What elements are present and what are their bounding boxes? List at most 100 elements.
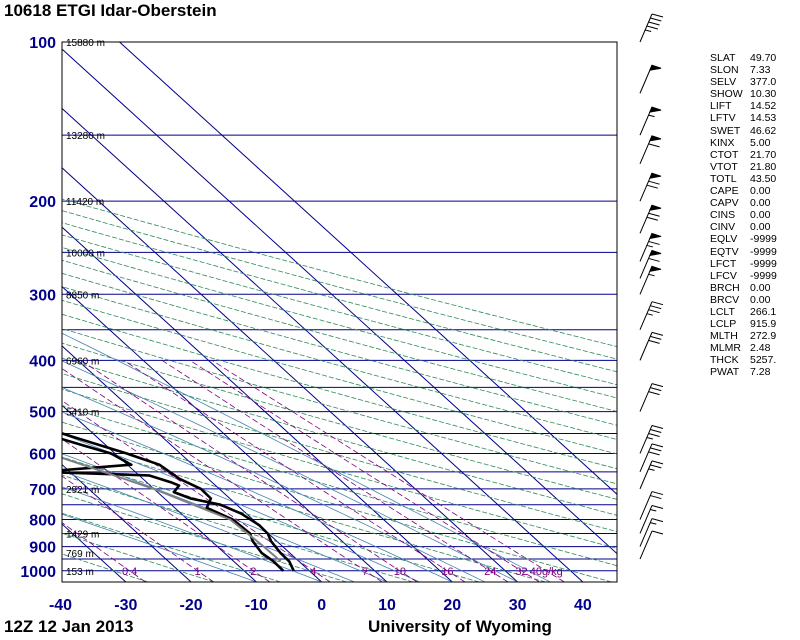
index-value: 21.70 (750, 148, 777, 161)
pressure-tick-label: 800 (29, 513, 56, 530)
isotherm-line (62, 345, 323, 582)
moist-adiabat (62, 411, 453, 582)
mixing-ratio-line (189, 360, 540, 582)
dry-adiabat (62, 373, 617, 533)
moist-adiabat (62, 486, 322, 582)
index-key: LCLT (710, 305, 735, 318)
height-label: 769 m (66, 549, 94, 560)
index-key: CAPV (710, 197, 739, 210)
temperature-tick-label: 30 (509, 597, 527, 614)
height-label: 153 m (66, 567, 94, 578)
dry-adiabat (62, 357, 617, 516)
height-label: 8850 m (66, 290, 99, 301)
pressure-tick-label: 400 (29, 353, 56, 370)
index-value: 377.0 (750, 76, 777, 89)
index-row: LCLT 266.1 (710, 306, 790, 318)
index-row: SLAT 49.70 (710, 52, 790, 64)
dry-adiabat (62, 388, 617, 549)
index-value: 10.30 (750, 88, 777, 101)
dry-adiabat (62, 532, 215, 582)
index-row: LIFT 14.52 (710, 100, 790, 112)
wind-barb (639, 491, 664, 520)
temperature-tick-label: 10 (378, 597, 396, 614)
dry-adiabat (62, 234, 617, 386)
index-row: MLTH 272.9 (710, 330, 790, 342)
plot-frame (61, 41, 618, 583)
dry-adiabat (62, 456, 480, 582)
wind-barb (639, 460, 664, 490)
dry-adiabat (62, 259, 617, 412)
index-row: BRCV 0.00 (710, 294, 790, 306)
index-key: MLTH (710, 330, 738, 343)
index-key: SLAT (710, 52, 736, 64)
mixing-ratio-label: 10 (394, 566, 406, 578)
index-value: 5257. (750, 354, 777, 367)
index-key: CAPE (710, 185, 739, 198)
pressure-tick-label: 100 (29, 35, 56, 52)
mixing-ratio-line (80, 360, 418, 582)
index-row: CINV 0.00 (710, 221, 790, 233)
wind-barb (639, 331, 664, 361)
index-row: CTOT 21.70 (710, 149, 790, 161)
index-value: 0.00 (750, 209, 771, 222)
dry-adiabat (62, 299, 617, 455)
index-key: LIFT (710, 100, 732, 113)
index-value: -9999 (750, 257, 777, 270)
index-value: 46.62 (750, 124, 777, 137)
index-key: CINS (710, 209, 736, 222)
mixing-ratio-label: 7 (362, 566, 368, 578)
dry-adiabat (62, 272, 617, 426)
index-row: CAPV 0.00 (710, 197, 790, 209)
dry-adiabat (62, 342, 617, 500)
sounding-profiles (62, 431, 295, 572)
height-label: 1429 m (66, 529, 99, 540)
index-row: LFCT -9999 (710, 258, 790, 270)
index-row: VTOT 21.80 (710, 161, 790, 173)
wind-barb (639, 232, 662, 262)
temperature-tick-label: 20 (443, 597, 461, 614)
mixing-ratio-line (211, 360, 565, 582)
mixing-ratio-label: 16 (441, 566, 453, 578)
index-key: BRCH (710, 281, 740, 294)
index-key: SELV (710, 76, 737, 89)
moist-adiabat (62, 453, 388, 582)
wind-barb (639, 249, 662, 279)
height-label: 6960 m (66, 356, 99, 367)
index-value: 49.70 (750, 52, 777, 64)
dry-adiabat (62, 328, 617, 485)
index-row: CAPE 0.00 (710, 185, 790, 197)
temperature-tick-label: -10 (245, 597, 268, 614)
index-row: MLMR 2.48 (710, 342, 790, 354)
index-key: PWAT (710, 366, 740, 379)
chart-title: 10618 ETGI Idar-Oberstein (4, 1, 217, 20)
index-row: SWET 46.62 (710, 125, 790, 137)
index-key: BRCV (710, 293, 740, 306)
index-key: LCLP (710, 318, 737, 331)
dry-adiabat (62, 553, 149, 582)
index-row: BRCH 0.00 (710, 282, 790, 294)
wind-barb (639, 204, 662, 234)
wind-barb (639, 135, 662, 165)
height-label: 2921 m (66, 485, 99, 496)
index-key: KINX (710, 136, 735, 149)
isotherm-line (62, 107, 584, 582)
dry-adiabat (62, 438, 546, 582)
temperature-tick-label: -30 (114, 597, 137, 614)
height-label: 5410 m (66, 408, 99, 419)
index-key: LFCV (710, 269, 737, 282)
mixing-ratio-label: 1 (194, 566, 200, 578)
parcel-path-line (62, 456, 282, 563)
stability-indices: SLAT 49.70 SLON 7.33 SELV 377.0 SHOW 10.30 LIFT 1… (710, 52, 790, 379)
index-value: 0.00 (750, 185, 771, 198)
mixing-ratio-label: 2 (250, 566, 256, 578)
index-value: 0.00 (750, 221, 771, 234)
wind-barb (639, 301, 664, 330)
index-value: 7.33 (750, 64, 771, 77)
data-source: University of Wyoming (368, 617, 552, 636)
moist-adiabat (62, 433, 420, 582)
pressure-tick-label: 700 (29, 482, 56, 499)
temperature-tick-label: -40 (49, 597, 72, 614)
index-value: 0.00 (750, 281, 771, 294)
index-value: 0.00 (750, 197, 771, 210)
